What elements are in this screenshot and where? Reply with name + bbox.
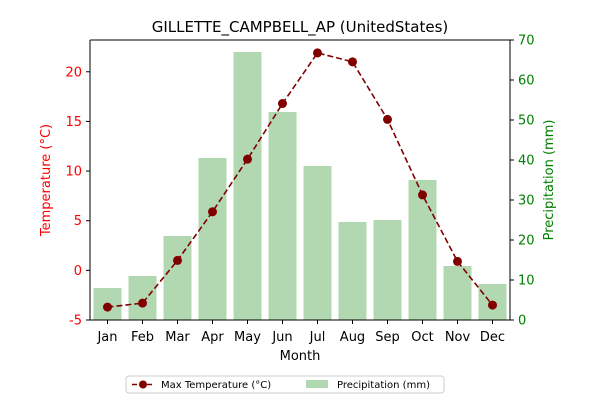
temperature-point-aug (348, 57, 357, 67)
left-tick-label: -5 (69, 314, 82, 329)
legend-bar-marker (306, 380, 328, 388)
precipitation-bar-sep (373, 220, 402, 320)
right-tick-label: 70 (518, 34, 535, 49)
temperature-point-sep (383, 114, 392, 124)
x-tick-label-nov: Nov (445, 330, 471, 345)
legend-label-precipitation: Precipitation (mm) (337, 380, 430, 391)
legend: Max Temperature (°C) Precipitation (mm) (125, 375, 445, 394)
x-axis-label: Month (280, 349, 321, 364)
left-tick-label: 0 (74, 264, 82, 279)
right-tick-label: 0 (518, 314, 526, 329)
right-tick-label: 30 (518, 194, 535, 209)
temperature-line (107, 51, 494, 308)
precipitation-bar-nov (443, 266, 472, 320)
x-tick-label-jul: Jul (309, 330, 326, 345)
right-tick-label: 10 (518, 274, 535, 289)
precipitation-bar-may (233, 52, 262, 320)
right-tick-label: 20 (518, 234, 535, 249)
chart-title: GILLETTE_CAMPBELL_AP (UnitedStates) (152, 18, 449, 37)
x-tick-label-mar: Mar (165, 330, 190, 345)
right-tick-label: 60 (518, 74, 535, 89)
right-tick-label: 50 (518, 114, 535, 129)
temperature-point-nov (453, 256, 462, 266)
left-tick-label: 10 (65, 165, 82, 180)
x-tick-label-dec: Dec (480, 330, 505, 345)
legend-point-marker (139, 380, 147, 389)
precipitation-bar-jul (303, 166, 332, 320)
x-tick-label-apr: Apr (201, 330, 224, 345)
axes-layer: -5 0 5 10 15 20 0 10 20 30 40 50 60 70 Jan Feb Mar Apr May… (39, 34, 557, 346)
right-axis-label: Precipitation (mm) (542, 120, 557, 241)
left-tick-label: 5 (74, 214, 82, 229)
left-tick-label: 20 (65, 65, 82, 80)
temperature-point-jul (313, 48, 322, 58)
x-tick-label-may: May (234, 330, 261, 345)
temperature-point-dec (488, 300, 497, 310)
temperature-point-oct (418, 190, 427, 200)
line-layer (103, 48, 497, 312)
temperature-point-mar (173, 255, 182, 265)
precipitation-bar-oct (408, 180, 437, 320)
x-tick-label-oct: Oct (411, 330, 433, 345)
temperature-point-jan (103, 302, 112, 312)
precipitation-bar-aug (338, 222, 367, 320)
temperature-point-apr (208, 207, 217, 217)
temperature-point-feb (138, 298, 147, 308)
precipitation-bar-feb (128, 276, 157, 320)
precipitation-bar-mar (163, 236, 192, 320)
x-tick-label-sep: Sep (375, 330, 400, 345)
temperature-point-may (243, 154, 252, 164)
x-tick-label-jun: Jun (271, 330, 292, 345)
legend-label-temperature: Max Temperature (°C) (161, 380, 271, 391)
x-tick-label-aug: Aug (340, 330, 365, 345)
temperature-point-jun (278, 99, 287, 109)
left-axis-label: Temperature (°C) (39, 124, 54, 237)
precipitation-bar-apr (198, 158, 227, 320)
left-tick-label: 15 (65, 115, 82, 130)
legend-box (125, 375, 445, 394)
precipitation-bar-jun (268, 112, 297, 320)
right-tick-label: 40 (518, 154, 535, 169)
x-tick-label-feb: Feb (131, 330, 154, 345)
bars-layer (93, 52, 507, 320)
x-tick-label-jan: Jan (96, 330, 117, 345)
